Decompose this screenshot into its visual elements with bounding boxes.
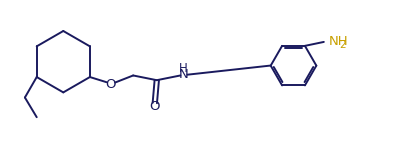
Text: 2: 2 xyxy=(338,40,345,50)
Text: O: O xyxy=(105,78,115,91)
Text: NH: NH xyxy=(328,35,347,48)
Text: H: H xyxy=(179,62,188,75)
Text: N: N xyxy=(178,68,188,81)
Text: O: O xyxy=(149,100,160,113)
